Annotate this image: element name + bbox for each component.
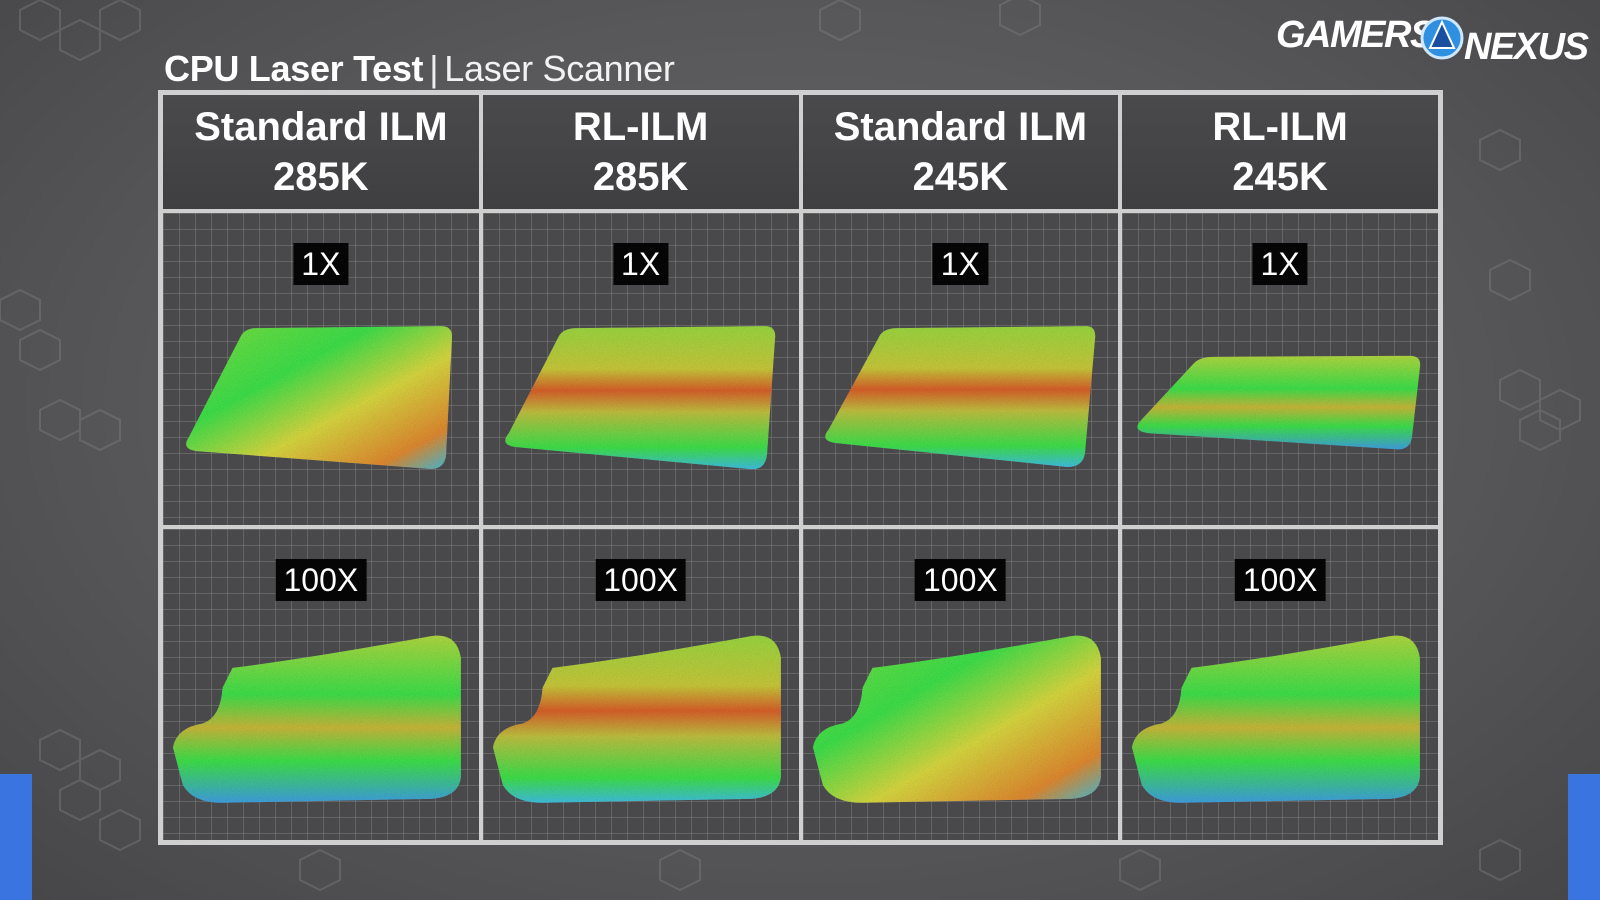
- scan-cell-1x: 1X: [480, 211, 801, 527]
- column-name: RL-ILM: [572, 105, 709, 149]
- column-header-standard-ilm-245k: Standard ILM 245K: [800, 93, 1121, 211]
- column-temp: 245K: [1232, 155, 1328, 199]
- page-title: CPU Laser Test | Laser Scanner: [164, 48, 675, 90]
- scan-surface-image: [172, 635, 461, 803]
- magnification-label: 100X: [275, 558, 367, 601]
- column-name: Standard ILM: [833, 105, 1088, 149]
- scan-surface-image: [1137, 355, 1421, 450]
- scan-cell-1x: 1X: [1120, 211, 1440, 527]
- scan-surface-image: [492, 635, 781, 803]
- column-header-standard-ilm-285k: Standard ILM 285K: [161, 93, 481, 211]
- scan-cell-1x: 1X: [800, 211, 1121, 527]
- column-temp: 285K: [592, 155, 689, 199]
- scan-surface-image: [1132, 635, 1421, 803]
- scan-surface-image: [186, 326, 453, 469]
- column-name: RL-ILM: [1212, 105, 1348, 149]
- scan-surface-image: [812, 635, 1101, 803]
- magnification-label: 1X: [293, 243, 349, 285]
- column-name: Standard ILM: [194, 105, 448, 149]
- scan-surface-image: [505, 326, 775, 470]
- column-header-rl-ilm-285k: RL-ILM 285K: [480, 93, 801, 211]
- logo-text-right: NEXUS: [1464, 26, 1589, 68]
- scan-cell-100x: 100X: [161, 526, 481, 842]
- scan-comparison-grid: Standard ILM 285K RL-ILM 285K Standard I…: [158, 90, 1443, 845]
- title-subtitle: Laser Scanner: [444, 48, 675, 89]
- logo-text-left: GAMERS: [1276, 14, 1435, 56]
- scan-cell-1x: 1X: [161, 211, 481, 527]
- magnification-label: 1X: [932, 243, 988, 285]
- title-bold: CPU Laser Test: [164, 48, 424, 89]
- right-accent-bar: [1568, 774, 1600, 900]
- column-temp: 285K: [273, 155, 369, 199]
- scan-cell-100x: 100X: [800, 526, 1121, 842]
- gamers-nexus-logo: GAMERS NEXUS: [1276, 12, 1589, 72]
- magnification-label: 1X: [1252, 243, 1308, 285]
- magnification-label: 100X: [1234, 558, 1326, 601]
- scan-surface-image: [824, 326, 1095, 467]
- scan-cell-100x: 100X: [1120, 526, 1440, 842]
- scan-cell-100x: 100X: [480, 526, 801, 842]
- magnification-label: 100X: [915, 558, 1006, 601]
- column-temp: 245K: [912, 155, 1009, 199]
- magnification-label: 100X: [595, 558, 686, 601]
- column-header-rl-ilm-245k: RL-ILM 245K: [1120, 93, 1440, 211]
- left-accent-bar: [0, 774, 32, 900]
- magnification-label: 1X: [613, 243, 669, 285]
- logo-emblem-icon: [1420, 16, 1464, 60]
- title-separator: |: [429, 48, 439, 89]
